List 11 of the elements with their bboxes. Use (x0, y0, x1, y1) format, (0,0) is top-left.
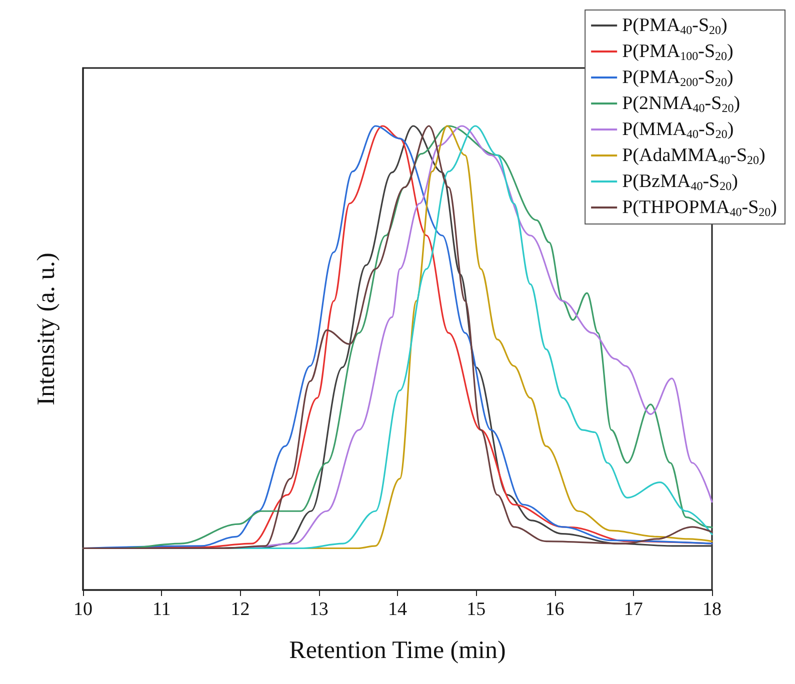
x-tick-label: 18 (702, 599, 722, 620)
x-tick-label: 15 (466, 599, 486, 620)
x-axis-title: Retention Time (min) (289, 637, 506, 664)
x-tick-label: 11 (152, 599, 171, 620)
y-axis-title: Intensity (a. u.) (33, 252, 60, 406)
x-tick-label: 14 (388, 599, 408, 620)
x-tick-label: 17 (624, 599, 643, 620)
x-tick-label: 16 (545, 599, 564, 620)
x-tick-label: 13 (309, 599, 328, 620)
x-tick-label: 10 (74, 599, 92, 620)
x-tick-label: 12 (230, 599, 250, 620)
